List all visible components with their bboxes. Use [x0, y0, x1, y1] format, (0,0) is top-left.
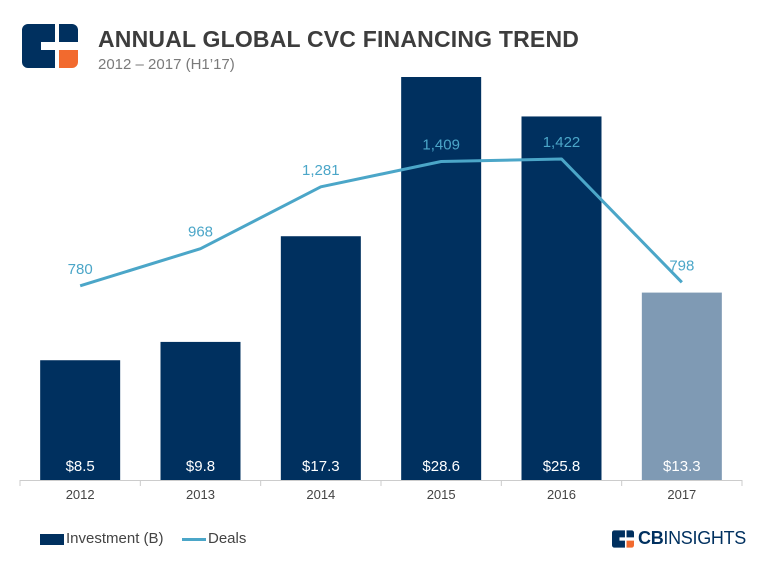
x-tick-label-2017: 2017: [667, 487, 696, 502]
brand-name: INSIGHTS: [663, 528, 747, 548]
deals-value-label-2012: 780: [68, 261, 93, 278]
legend-label-deals: Deals: [208, 530, 247, 547]
x-tick-label-2016: 2016: [547, 487, 576, 502]
deals-value-label-2017: 798: [669, 257, 694, 274]
bar-value-label-2015: $28.6: [422, 458, 460, 475]
chart-subtitle: 2012 – 2017 (H1’17): [98, 56, 235, 73]
bar-value-label-2014: $17.3: [302, 458, 340, 475]
deals-value-label-2013: 968: [188, 224, 213, 241]
chart-title: ANNUAL GLOBAL CVC FINANCING TREND: [98, 26, 580, 52]
bar-2014: [280, 236, 361, 480]
cb-insights-brand: CBINSIGHTS: [612, 527, 747, 551]
chart-area: $8.5 $9.8 $17.3 $28.6 $25.8 $13.3 2012 2013 2014…: [19, 77, 743, 502]
legend-label-investment: Investment (B): [66, 530, 164, 547]
cb-insights-small-logo-icon: [612, 530, 634, 548]
bar-value-label-2013: $9.8: [186, 458, 215, 475]
legend-swatch-deals: [182, 538, 206, 541]
brand-wordmark: CBINSIGHTS: [638, 528, 746, 549]
bar-value-label-2012: $8.5: [66, 458, 95, 475]
x-tick-label-2013: 2013: [186, 487, 215, 502]
bar-value-label-2016: $25.8: [543, 458, 581, 475]
bar-2012: [40, 360, 121, 480]
brand-prefix: CB: [638, 528, 664, 548]
deals-value-label-2016: 1,422: [543, 134, 581, 151]
x-tick-label-2014: 2014: [306, 487, 335, 502]
bar-2017: [641, 292, 722, 480]
deals-value-label-2015: 1,409: [422, 137, 460, 154]
bar-value-label-2017: $13.3: [663, 458, 701, 475]
x-tick-label-2012: 2012: [66, 487, 95, 502]
bar-2015: [401, 77, 482, 480]
legend-swatch-investment: [40, 534, 64, 545]
deals-line: [79, 157, 683, 288]
deals-value-label-2014: 1,281: [302, 162, 340, 179]
x-tick-label-2015: 2015: [427, 487, 456, 502]
bar-2016: [521, 116, 602, 481]
cb-insights-logo-icon: [22, 24, 78, 68]
bar-2013: [160, 341, 241, 480]
